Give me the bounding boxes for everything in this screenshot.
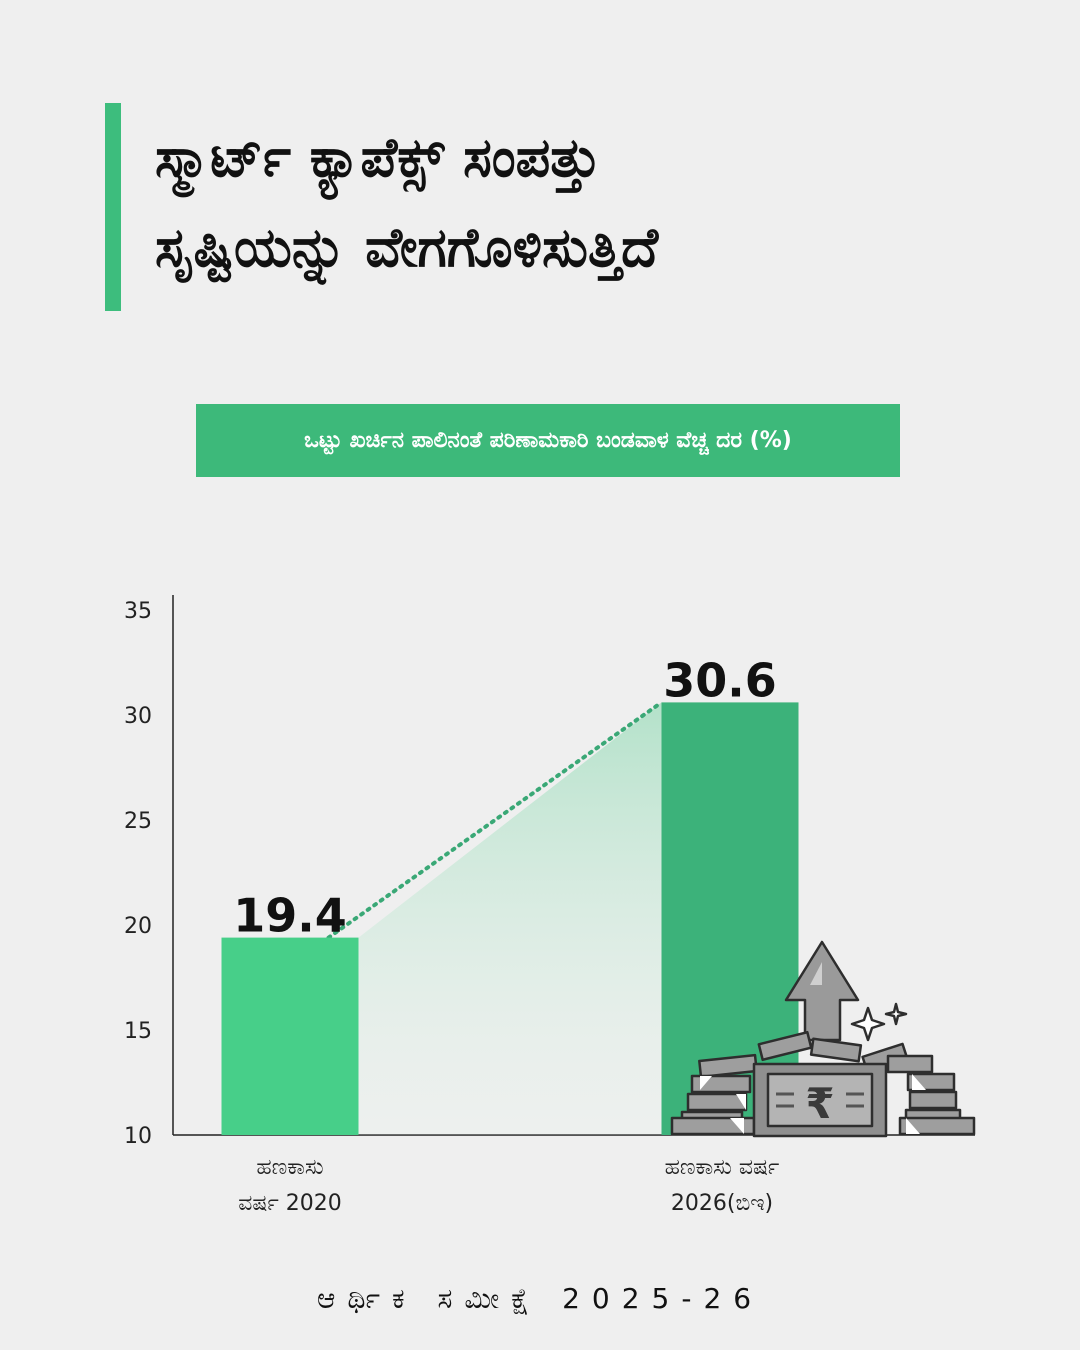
x-tick-label: ಹಣಕಾಸು ವರ್ಷ: [665, 1155, 780, 1180]
title-accent-bar: [105, 103, 121, 311]
growth-connector-line: [326, 700, 664, 940]
data-label: 19.4: [233, 889, 347, 943]
x-tick-label: ವರ್ಷ 2020: [238, 1191, 341, 1216]
y-tick-label: 35: [124, 599, 152, 624]
x-tick-label: ಹಣಕಾಸು: [256, 1155, 323, 1180]
footer-source: ಆರ್ಥಿಕ ಸಮೀಕ್ಷೆ 2025-26: [316, 1282, 764, 1315]
bar: [221, 937, 359, 1135]
title-line-1: ಸ್ಮಾರ್ಟ್ ಕ್ಯಾಪೆಕ್ಸ್ ಸಂಪತ್ತು: [155, 126, 601, 189]
page-title: ಸ್ಮಾರ್ಟ್ ಕ್ಯಾಪೆಕ್ಸ್ ಸಂಪತ್ತು ಸೃಷ್ಟಿಯನ್ನು …: [155, 113, 995, 293]
title-block: ಸ್ಮಾರ್ಟ್ ಕ್ಯಾಪೆಕ್ಸ್ ಸಂಪತ್ತು ಸೃಷ್ಟಿಯನ್ನು …: [105, 103, 1005, 311]
y-tick-label: 30: [124, 704, 152, 729]
y-tick-label: 25: [124, 809, 152, 834]
data-label: 30.6: [663, 653, 777, 707]
y-tick-label: 10: [124, 1124, 152, 1149]
chart-title: ಒಟ್ಟು ಖರ್ಚಿನ ಪಾಲಿನಂತೆ ಪರಿಣಾಮಕಾರಿ ಬಂಡವಾಳ …: [196, 404, 900, 477]
x-tick-label: 2026(ಬಿಇ): [671, 1191, 773, 1216]
growth-area: [358, 702, 662, 1135]
y-tick-label: 20: [124, 914, 152, 939]
svg-text:₹: ₹: [805, 1079, 834, 1128]
title-line-2: ಸೃಷ್ಟಿಯನ್ನು ವೇಗಗೊಳಿಸುತ್ತಿದೆ: [155, 216, 659, 279]
money-stack-rupee-arrow-icon: ₹: [670, 940, 976, 1138]
y-tick-label: 15: [124, 1019, 152, 1044]
